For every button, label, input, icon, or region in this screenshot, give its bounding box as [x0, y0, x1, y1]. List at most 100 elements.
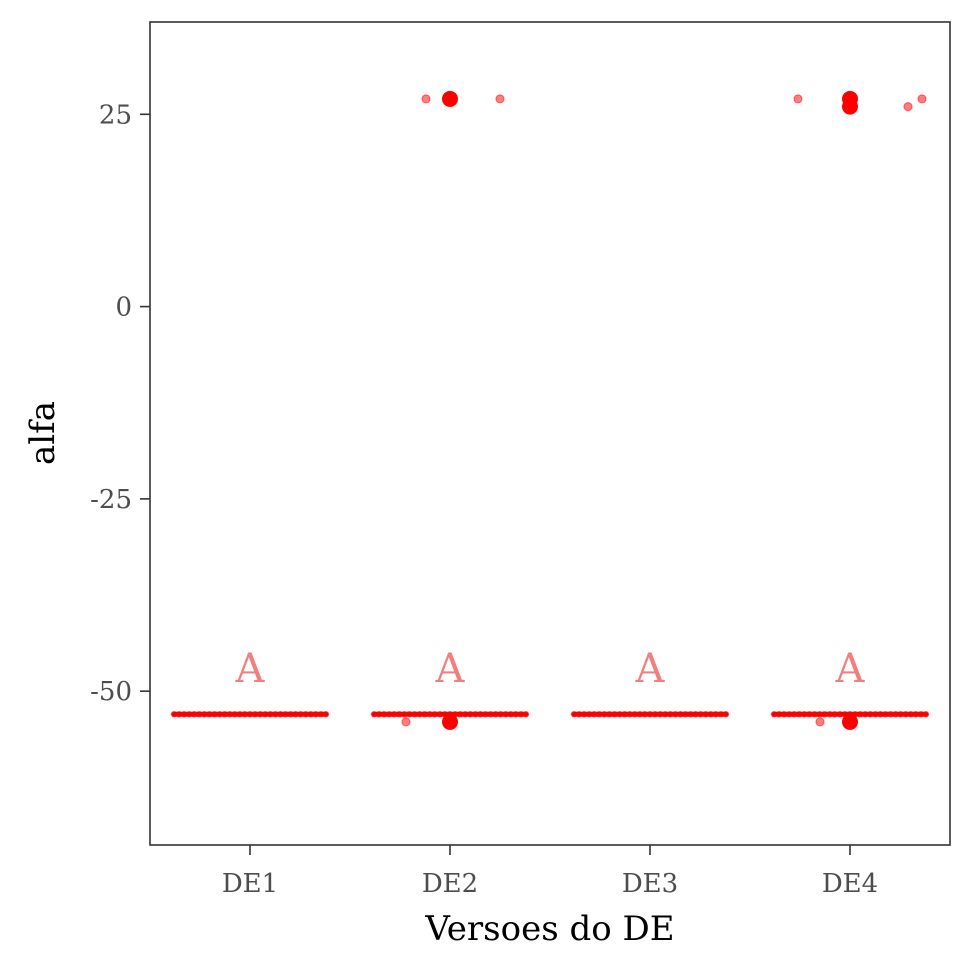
y-tick-label: 25 [99, 100, 132, 130]
band-point [292, 711, 299, 718]
band-point [287, 711, 294, 718]
band-point [907, 711, 914, 718]
band-point [672, 711, 679, 718]
band-point [621, 711, 628, 718]
band-point [667, 711, 674, 718]
band-point [636, 711, 644, 718]
band-point [717, 711, 725, 718]
band-point [912, 711, 920, 718]
band-point [231, 711, 238, 718]
band-point [897, 711, 904, 718]
band-point [216, 711, 223, 718]
band-point [867, 711, 874, 718]
band-point [277, 711, 284, 718]
band-point [256, 711, 264, 718]
band-point [191, 711, 198, 718]
band-point [570, 711, 578, 718]
band-point [796, 711, 803, 718]
band-point [322, 711, 330, 718]
band-point [770, 711, 778, 718]
band-point [241, 711, 249, 718]
band-point [456, 711, 464, 718]
band-point [467, 711, 474, 718]
jitter-point [917, 94, 927, 104]
band-point [892, 711, 899, 718]
band-point [401, 711, 408, 718]
band-point [631, 711, 638, 718]
band-point [180, 711, 188, 718]
group-letter-de1: A [235, 646, 266, 692]
band-point [307, 711, 314, 718]
band-point [922, 711, 930, 718]
band-point [386, 711, 393, 718]
jitter-point [401, 717, 411, 727]
band-point [396, 711, 403, 718]
band-point [375, 711, 383, 718]
band-point [775, 711, 783, 718]
band-point [692, 711, 699, 718]
band-point [902, 711, 909, 718]
x-axis-title: Versoes do DE [424, 909, 674, 949]
band-point [580, 711, 588, 718]
band-point [502, 711, 509, 718]
band-point [226, 711, 233, 718]
band-point [801, 711, 808, 718]
band-point [297, 711, 304, 718]
outlier-point [442, 713, 458, 730]
band-point [821, 711, 828, 718]
band-point [431, 711, 438, 718]
band-point [651, 711, 659, 718]
outlier-point [842, 98, 858, 115]
jitter-point [421, 94, 431, 104]
band-point [826, 711, 833, 718]
band-point [170, 711, 178, 718]
band-point [221, 711, 228, 718]
band-point [522, 711, 530, 718]
band-point [872, 711, 879, 718]
band-point [282, 711, 289, 718]
band-point [682, 711, 689, 718]
band-point [436, 711, 444, 718]
band-point [816, 711, 823, 718]
band-point [917, 711, 925, 718]
band-point [611, 711, 618, 718]
band-point [236, 711, 244, 718]
band-point [596, 711, 603, 718]
band-point [312, 711, 320, 718]
x-tick-label: DE4 [822, 869, 878, 899]
band-point [175, 711, 183, 718]
band-point [482, 711, 489, 718]
band-point [370, 711, 378, 718]
band-point [477, 711, 484, 718]
group-letter-de3: A [635, 646, 666, 692]
band-point [856, 711, 864, 718]
x-tick-label: DE1 [222, 869, 278, 899]
band-point [722, 711, 730, 718]
plot-panel [149, 21, 951, 846]
band-point [656, 711, 664, 718]
band-point [702, 711, 709, 718]
band-point [575, 711, 583, 718]
band-point [786, 711, 793, 718]
band-point [887, 711, 894, 718]
band-point [492, 711, 499, 718]
band-point [201, 711, 208, 718]
band-point [831, 711, 838, 718]
y-tick-label: 0 [115, 293, 132, 323]
band-point [251, 711, 259, 718]
band-point [497, 711, 504, 718]
axes: 25 0 -25 -50 DE1 DE2 DE3 DE4 [90, 100, 878, 899]
band-point [687, 711, 694, 718]
band-point [836, 711, 844, 718]
band-point [677, 711, 684, 718]
band-point [601, 711, 608, 718]
band-point [472, 711, 479, 718]
band-point [267, 711, 274, 718]
band-point [517, 711, 525, 718]
group-letter-de2: A [435, 646, 466, 692]
band-point [862, 711, 869, 718]
band-point [272, 711, 279, 718]
band-point [186, 711, 193, 718]
